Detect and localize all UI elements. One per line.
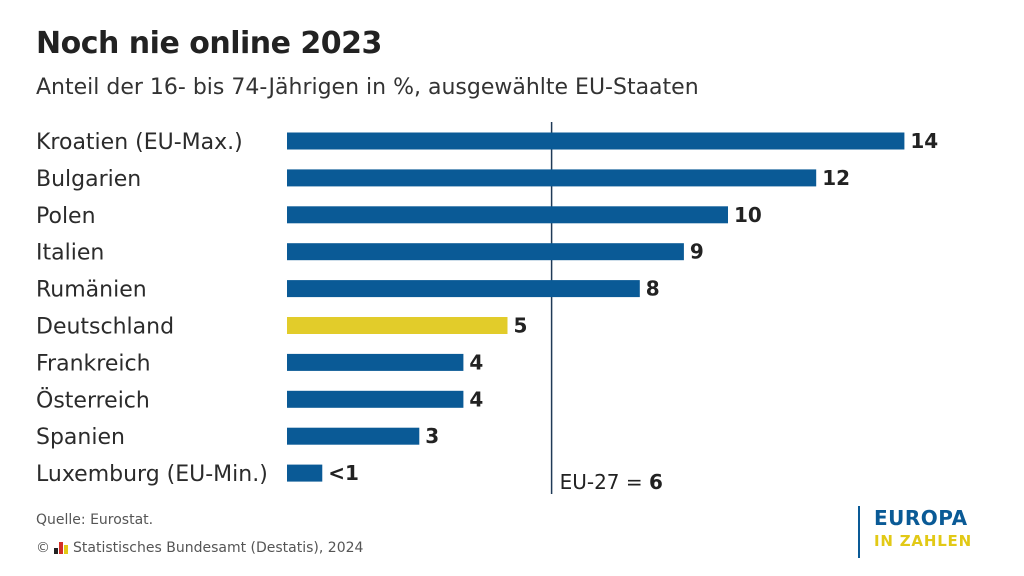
- value-label: 8: [646, 277, 660, 301]
- bar: [287, 390, 464, 408]
- copyright-line: © Statistisches Bundesamt (Destatis), 20…: [36, 540, 363, 556]
- category-label: Bulgarien: [36, 167, 141, 192]
- value-label: <1: [328, 461, 359, 485]
- value-label: 9: [690, 240, 704, 264]
- bar: [287, 464, 323, 482]
- category-label: Polen: [36, 204, 96, 229]
- value-label: 4: [469, 350, 483, 374]
- copyright-symbol: ©: [36, 540, 50, 556]
- bar-chart: Kroatien (EU-Max.) 14 Bulgarien 12 Polen 10 It…: [36, 122, 938, 494]
- category-label: Spanien: [36, 425, 125, 450]
- europa-in-zahlen-logo: EUROPA IN ZAHLEN: [858, 506, 998, 558]
- category-label: Frankreich: [36, 351, 151, 376]
- bar: [287, 280, 640, 298]
- source-note: Quelle: Eurostat.: [36, 512, 154, 528]
- value-label: 14: [910, 129, 938, 153]
- eu-average-label: EU-27 = 6: [560, 470, 663, 494]
- chart-title: Noch nie online 2023: [36, 26, 382, 61]
- category-label: Österreich: [36, 387, 150, 413]
- bar: [287, 353, 464, 371]
- category-label: Luxemburg (EU-Min.): [36, 462, 268, 487]
- value-label: 10: [734, 203, 762, 227]
- bar: [287, 427, 420, 445]
- copyright-text: Statistisches Bundesamt (Destatis), 2024: [73, 540, 364, 556]
- category-label: Deutschland: [36, 315, 174, 340]
- bar-highlight: [287, 317, 508, 334]
- category-label: Rumänien: [36, 278, 147, 303]
- bar: [287, 132, 905, 150]
- bar: [287, 243, 684, 261]
- category-label: Italien: [36, 241, 104, 266]
- bar: [287, 169, 817, 187]
- destatis-logo-icon: [54, 542, 68, 554]
- brand-line-1: EUROPA: [874, 506, 968, 530]
- value-label: 12: [822, 166, 850, 190]
- value-label: 3: [425, 424, 439, 448]
- brand-line-2: IN ZAHLEN: [874, 532, 972, 550]
- value-label: 5: [514, 314, 528, 338]
- category-label: Kroatien (EU-Max.): [36, 130, 243, 155]
- value-label: 4: [469, 387, 483, 411]
- chart-subtitle: Anteil der 16- bis 74-Jährigen in %, aus…: [36, 75, 699, 100]
- bar: [287, 206, 728, 224]
